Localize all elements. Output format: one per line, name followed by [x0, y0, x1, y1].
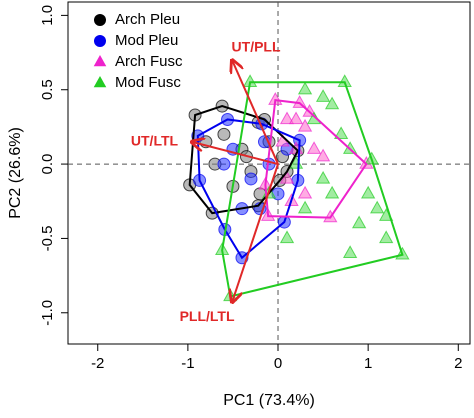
point — [297, 81, 313, 95]
point — [217, 157, 231, 171]
arrow-label: UT/PLL — [232, 39, 281, 55]
hull — [264, 99, 368, 219]
point — [342, 245, 358, 258]
legend-label: Mod Fusc — [115, 74, 181, 91]
y-tick-label: -1.0 — [39, 300, 56, 326]
point — [302, 104, 317, 117]
y-tick-label: 0.0 — [39, 154, 56, 175]
x-tick-label: -1 — [181, 355, 194, 372]
x-tick-label: 1 — [364, 355, 372, 372]
point — [315, 89, 331, 102]
point — [297, 118, 313, 132]
x-tick-label: -2 — [91, 355, 104, 372]
arrow-label: PLL/LTL — [180, 308, 235, 324]
y-tick-label: 0.5 — [39, 79, 56, 100]
point — [279, 111, 295, 125]
point — [279, 230, 295, 244]
legend-label: Mod Pleu — [115, 32, 178, 49]
point — [217, 127, 231, 141]
point — [342, 141, 358, 154]
legend-marker — [94, 35, 106, 47]
arrow — [232, 163, 279, 302]
point — [337, 74, 352, 87]
point — [370, 200, 385, 214]
x-tick-label: 2 — [454, 355, 462, 372]
point — [292, 95, 307, 108]
arrow-label: UT/LTL — [131, 132, 179, 148]
y-axis-title: PC2 (26.6%) — [7, 127, 24, 219]
x-tick-label: 0 — [274, 355, 282, 372]
plot-frame — [67, 1, 471, 345]
arrow — [191, 142, 279, 166]
hull — [196, 118, 301, 260]
x-axis-title: PC1 (73.4%) — [223, 392, 315, 409]
point — [315, 170, 331, 184]
point — [379, 230, 394, 244]
point — [351, 215, 367, 229]
legend-marker — [93, 55, 107, 67]
point — [315, 148, 331, 162]
point — [324, 96, 340, 110]
y-tick-label: 1.0 — [39, 5, 56, 26]
point — [297, 200, 313, 214]
legend-marker — [93, 76, 107, 88]
legend-marker — [94, 14, 106, 26]
arrow — [232, 60, 279, 165]
point — [324, 185, 340, 199]
legend-label: Arch Pleu — [115, 11, 180, 28]
y-tick-label: -0.5 — [39, 225, 56, 251]
point — [333, 126, 349, 140]
point — [306, 141, 322, 154]
hull — [188, 105, 300, 215]
point — [279, 170, 295, 184]
point — [244, 172, 258, 186]
legend-label: Arch Fusc — [115, 53, 183, 70]
point — [288, 111, 304, 125]
point — [360, 185, 376, 199]
point — [297, 185, 313, 199]
